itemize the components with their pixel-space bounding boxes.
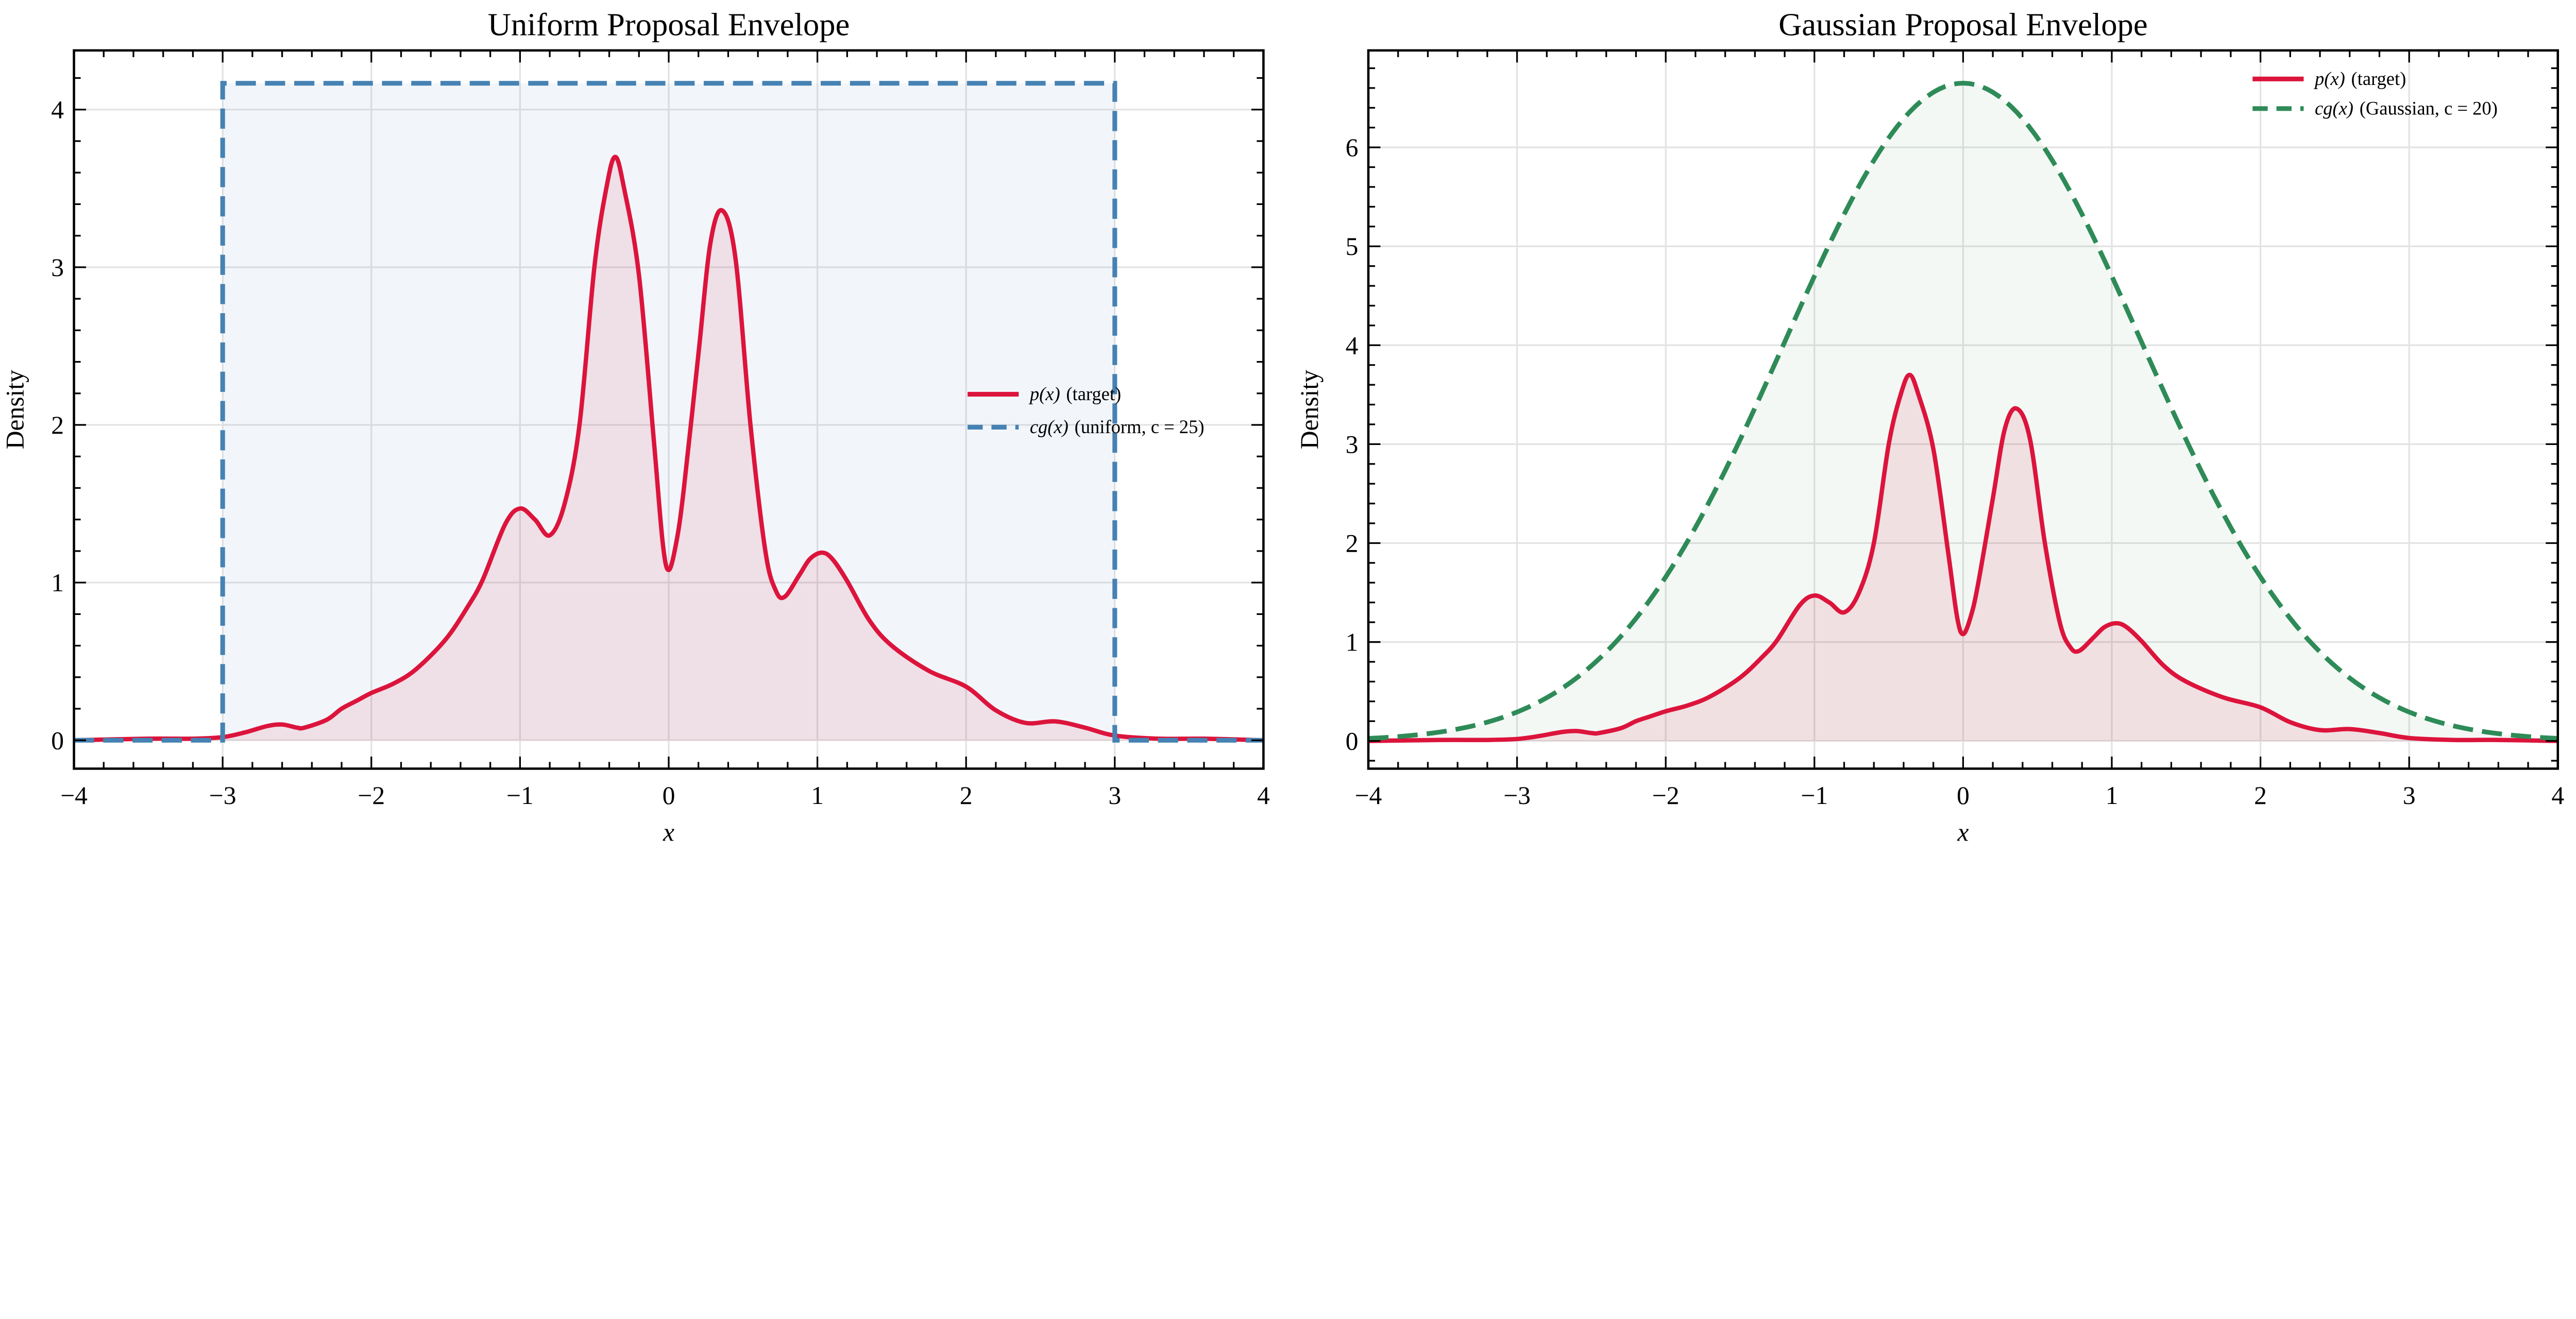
target-fill: [74, 157, 1264, 741]
legend-label: cg(x) (uniform, c = 25): [1030, 416, 1205, 437]
envelope-fill: [1368, 83, 2558, 741]
y-tick-label: 4: [1346, 331, 1359, 359]
plot-area: [74, 81, 1264, 743]
legend: p(x) (target) cg(x) (uniform, c = 25): [968, 383, 1205, 437]
envelope-line: [1368, 80, 2558, 741]
legend-label-math: cg(x): [1030, 416, 1069, 437]
y-tick-label: 1: [51, 569, 64, 597]
x-tick-label: −3: [209, 781, 236, 810]
y-tick-label: 2: [51, 411, 64, 439]
plot-area: [1368, 80, 2558, 743]
x-tick-label: 4: [2551, 781, 2564, 810]
x-tick-label: 3: [2403, 781, 2416, 810]
legend-label: cg(x) (Gaussian, c = 20): [2315, 98, 2498, 119]
chart-title: Gaussian Proposal Envelope: [1778, 7, 2148, 43]
y-tick-label: 5: [1346, 232, 1359, 261]
y-tick-label: 4: [51, 96, 64, 124]
x-tick-label: 1: [2106, 781, 2119, 810]
y-axis-label: Density: [1295, 370, 1324, 449]
x-tick-label: 0: [663, 781, 675, 810]
legend-label-math: cg(x): [2315, 98, 2353, 119]
y-axis-label: Density: [1, 370, 29, 449]
y-tick-label: 0: [51, 726, 64, 755]
x-tick-label: −2: [1652, 781, 1680, 810]
legend-label-text: (uniform, c = 25): [1075, 416, 1205, 437]
x-axis-label: x: [663, 818, 674, 847]
envelope-line: [74, 81, 1264, 743]
y-tick-label: 0: [1346, 727, 1359, 756]
envelope-fill: [223, 83, 1115, 741]
legend-item: cg(x) (uniform, c = 25): [968, 416, 1205, 437]
figure-background: [0, 0, 2576, 861]
legend: p(x) (target) cg(x) (Gaussian, c = 20): [2252, 68, 2498, 119]
legend-label-text: (target): [2351, 68, 2406, 89]
x-tick-label: 4: [1257, 781, 1270, 810]
legend-label: p(x) (target): [2313, 68, 2406, 89]
y-tick-label: 2: [1346, 529, 1359, 557]
x-tick-label: −4: [60, 781, 88, 810]
y-tick-label: 6: [1346, 133, 1359, 162]
legend-label: p(x) (target): [1028, 383, 1121, 404]
x-tick-label: −1: [506, 781, 534, 810]
x-tick-label: −1: [1801, 781, 1828, 810]
chart-panel-1: −4 −3 −2 −1 0 1 2 3 4 0 1 2 3 4 Uniform Proposal Envel…: [1, 7, 1270, 847]
y-tick-label: 3: [1346, 430, 1359, 458]
y-tick-label: 3: [51, 253, 64, 282]
x-tick-label: 2: [2254, 781, 2267, 810]
legend-item: p(x) (target): [968, 383, 1121, 404]
x-tick-label: 0: [1957, 781, 1970, 810]
x-tick-label: −3: [1503, 781, 1531, 810]
x-axis-label: x: [1957, 818, 1969, 847]
target-fill: [1368, 374, 2558, 741]
legend-item: p(x) (target): [2252, 68, 2406, 89]
legend-label-math: p(x): [1028, 383, 1060, 404]
target-density-line: [1368, 372, 2558, 743]
chart-panel-2: −4 −3 −2 −1 0 1 2 3 4 0 1 2 3 4 5 6 Gaussian Proposal En…: [1295, 7, 2564, 847]
legend-label-text: (target): [1066, 383, 1121, 404]
legend-label-text: (Gaussian, c = 20): [2360, 98, 2498, 119]
x-tick-label: −2: [358, 781, 385, 810]
chart-title: Uniform Proposal Envelope: [488, 7, 850, 43]
target-density-line: [74, 155, 1264, 743]
figure: −4 −3 −2 −1 0 1 2 3 4 0 1 2 3 4 Uniform Proposal Envel…: [0, 0, 2576, 861]
x-tick-label: −4: [1355, 781, 1382, 810]
x-tick-label: 1: [811, 781, 824, 810]
legend-label-math: p(x): [2313, 68, 2345, 89]
y-tick-label: 1: [1346, 628, 1359, 657]
legend-item: cg(x) (Gaussian, c = 20): [2252, 98, 2498, 119]
x-tick-label: 2: [960, 781, 973, 810]
x-tick-label: 3: [1108, 781, 1121, 810]
